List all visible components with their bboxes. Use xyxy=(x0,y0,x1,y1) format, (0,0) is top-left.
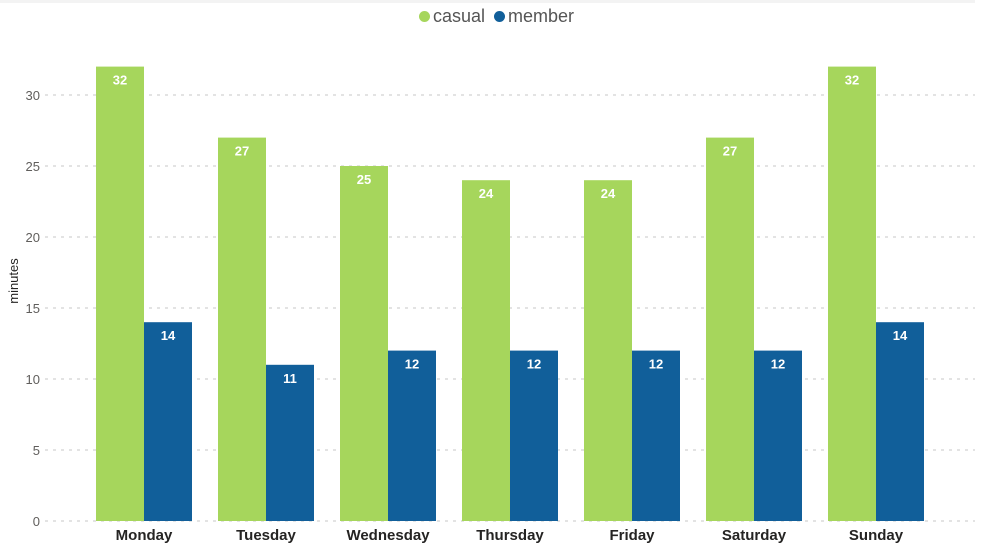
x-tick-label-friday: Friday xyxy=(609,527,655,544)
legend-label-casual: casual xyxy=(432,6,485,26)
bar-member-tuesday[interactable] xyxy=(266,364,314,521)
bars xyxy=(96,66,924,521)
bar-casual-friday[interactable] xyxy=(584,180,632,521)
bar-casual-thursday[interactable] xyxy=(462,180,510,521)
bar-casual-saturday[interactable] xyxy=(706,137,754,521)
data-labels: 32 14 27 11 25 12 24 12 24 12 27 12 32 14 xyxy=(113,73,908,386)
bar-member-saturday[interactable] xyxy=(754,350,802,521)
legend-item-member[interactable]: member xyxy=(494,6,574,27)
x-tick-label-sunday: Sunday xyxy=(849,527,904,544)
y-tick-label: 15 xyxy=(26,301,40,316)
data-label-casual-wednesday: 25 xyxy=(357,172,371,187)
bar-member-friday[interactable] xyxy=(632,350,680,521)
data-label-member-tuesday: 11 xyxy=(283,371,297,386)
data-label-casual-monday: 32 xyxy=(113,73,127,88)
bar-casual-wednesday[interactable] xyxy=(340,166,388,521)
data-label-member-thursday: 12 xyxy=(527,357,541,372)
bar-member-wednesday[interactable] xyxy=(388,350,436,521)
x-axis-ticks: Monday Tuesday Wednesday Thursday Friday Satu… xyxy=(116,527,904,544)
y-tick-label: 20 xyxy=(26,230,40,245)
data-label-casual-friday: 24 xyxy=(601,186,616,201)
data-label-member-monday: 14 xyxy=(161,328,176,343)
y-tick-label: 30 xyxy=(26,88,40,103)
bar-member-monday[interactable] xyxy=(144,322,192,521)
bar-member-sunday[interactable] xyxy=(876,322,924,521)
bar-member-thursday[interactable] xyxy=(510,350,558,521)
y-tick-label: 25 xyxy=(26,159,40,174)
data-label-member-saturday: 12 xyxy=(771,357,785,372)
data-label-casual-tuesday: 27 xyxy=(235,144,249,159)
data-label-casual-thursday: 24 xyxy=(479,186,494,201)
data-label-member-friday: 12 xyxy=(649,357,663,372)
y-tick-label: 10 xyxy=(26,372,40,387)
legend-swatch-casual xyxy=(418,11,430,22)
bar-casual-sunday[interactable] xyxy=(828,66,876,521)
data-label-casual-sunday: 32 xyxy=(845,73,859,88)
legend-swatch-member xyxy=(494,11,506,22)
x-tick-label-wednesday: Wednesday xyxy=(346,527,430,544)
x-tick-label-monday: Monday xyxy=(116,527,173,544)
data-label-member-wednesday: 12 xyxy=(405,357,419,372)
legend-item-casual[interactable]: casual xyxy=(418,6,485,27)
y-axis-ticks: 0 5 10 15 20 25 30 xyxy=(26,88,40,529)
data-label-casual-saturday: 27 xyxy=(723,144,737,159)
x-tick-label-tuesday: Tuesday xyxy=(236,527,296,544)
data-label-member-sunday: 14 xyxy=(893,328,908,343)
legend-label-member: member xyxy=(508,6,575,26)
top-divider xyxy=(0,0,975,3)
bar-casual-monday[interactable] xyxy=(96,66,144,521)
x-tick-label-saturday: Saturday xyxy=(722,527,787,544)
x-tick-label-thursday: Thursday xyxy=(476,527,544,544)
bar-casual-tuesday[interactable] xyxy=(218,137,266,521)
y-tick-label: 5 xyxy=(33,443,40,458)
y-axis-label: minutes xyxy=(6,258,21,304)
y-tick-label: 0 xyxy=(33,514,40,529)
chart-legend: casual member xyxy=(0,6,993,27)
